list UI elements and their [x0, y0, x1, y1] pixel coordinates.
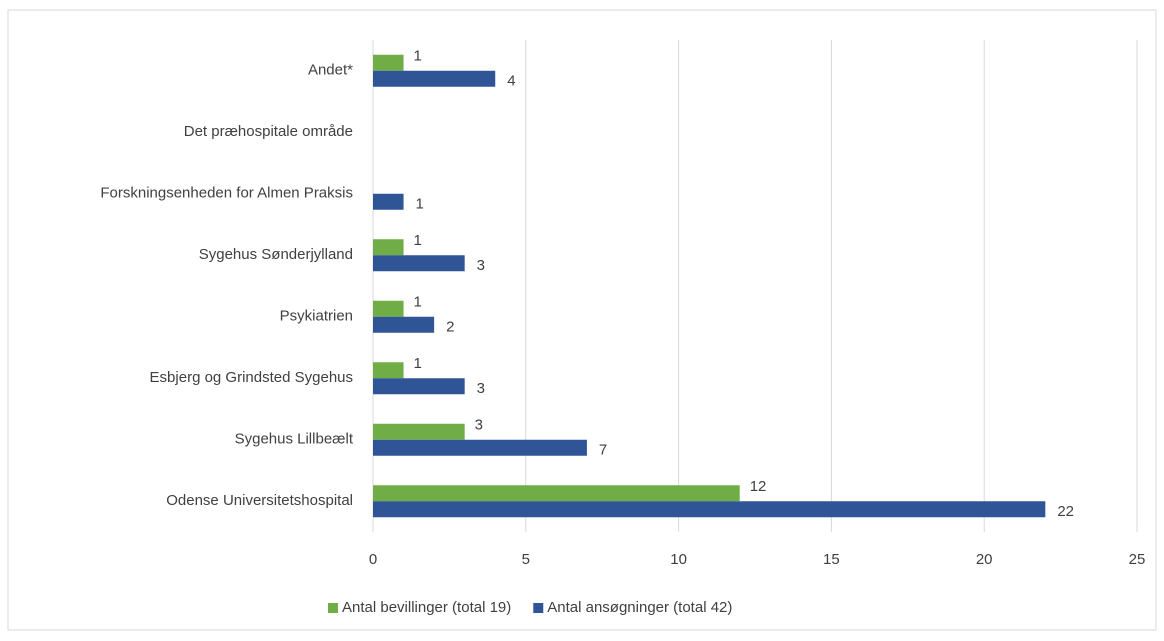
bar [373, 501, 1046, 518]
x-tick-label: 10 [670, 551, 687, 568]
bar [373, 439, 587, 456]
value-label: 1 [414, 232, 422, 249]
x-tick-label: 0 [369, 551, 377, 568]
legend-label: Antal bevillinger (total 19) [342, 599, 511, 616]
value-label: 3 [475, 417, 483, 434]
y-tick-label: Sygehus Lillbeælt [235, 431, 354, 448]
bar [373, 423, 465, 440]
y-tick-label: Forskningsenheden for Almen Praksis [100, 185, 353, 202]
x-tick-label: 5 [522, 551, 530, 568]
bar [373, 485, 740, 502]
y-tick-label: Psykiatrien [280, 308, 353, 325]
bar [373, 378, 465, 395]
value-label: 1 [416, 196, 424, 213]
value-label: 4 [507, 73, 515, 90]
x-tick-label: 20 [976, 551, 993, 568]
bar [373, 70, 496, 87]
x-tick-label: 15 [823, 551, 840, 568]
bar [373, 193, 404, 210]
value-label: 1 [414, 294, 422, 311]
chart-frame [7, 9, 1157, 631]
value-label: 1 [414, 48, 422, 65]
value-label: 3 [477, 380, 485, 397]
y-tick-label: Sygehus Sønderjylland [199, 246, 353, 263]
y-tick-label: Odense Universitetshospital [166, 492, 353, 509]
value-label: 22 [1057, 503, 1074, 520]
bar [373, 54, 404, 71]
bar [373, 362, 404, 379]
x-tick-label: 25 [1129, 551, 1146, 568]
legend-swatch [533, 603, 544, 613]
y-tick-label: Andet* [308, 62, 353, 79]
bar [373, 316, 435, 333]
y-tick-label: Det præhospitale område [184, 123, 353, 140]
value-label: 3 [477, 257, 485, 274]
bar [373, 239, 404, 256]
value-label: 2 [446, 319, 454, 336]
bar [373, 255, 465, 272]
value-label: 1 [414, 355, 422, 372]
bar [373, 300, 404, 317]
value-label: 12 [750, 478, 767, 495]
y-tick-label: Esbjerg og Grindsted Sygehus [150, 369, 353, 386]
legend-swatch [328, 603, 338, 613]
legend-label: Antal ansøgninger (total 42) [547, 599, 732, 616]
value-label: 7 [599, 442, 607, 459]
